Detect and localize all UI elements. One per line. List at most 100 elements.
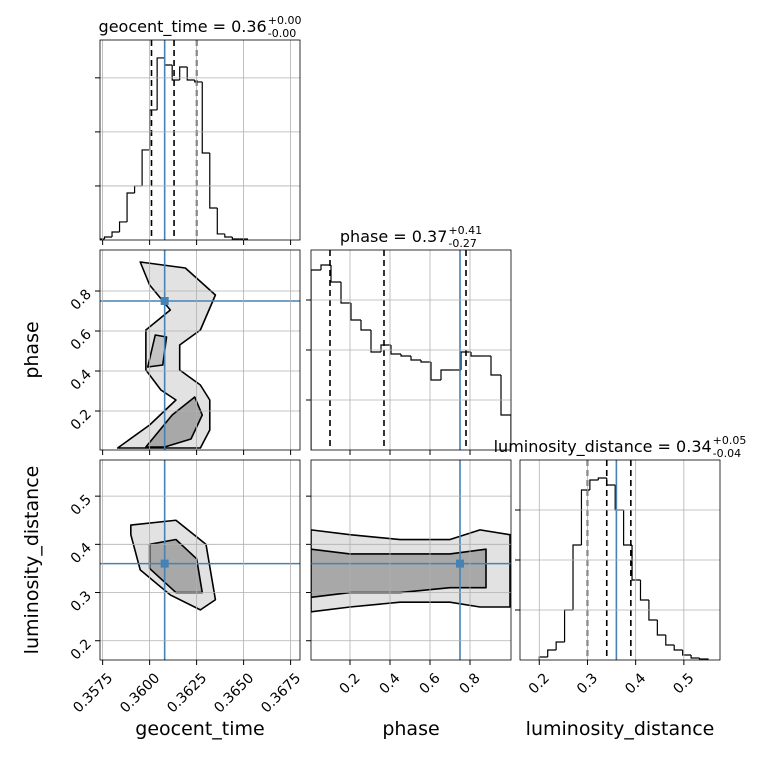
histogram-step — [698, 658, 709, 660]
panel-title: phase = 0.37 +0.41-0.27 — [340, 224, 482, 250]
y-tick-label: 0.4 — [68, 366, 95, 393]
x-tick-label: 0.3 — [574, 670, 601, 697]
histogram-step — [179, 66, 188, 80]
histogram-step — [555, 641, 565, 650]
histogram-step — [133, 185, 143, 193]
contour — [311, 548, 487, 599]
x-tick-label: 0.3600 — [117, 670, 163, 716]
histogram-step — [201, 81, 210, 154]
histogram-step — [400, 354, 411, 357]
histogram-step — [665, 635, 675, 646]
y-tick-label: 0.8 — [68, 287, 95, 314]
x-tick-label: 0.3650 — [211, 670, 257, 716]
histogram-step — [224, 233, 233, 238]
histogram-step — [311, 269, 321, 450]
histogram-step — [126, 192, 135, 222]
title-text: phase = 0.37 — [340, 227, 447, 246]
histogram-step — [164, 57, 173, 66]
plot-area — [100, 40, 248, 240]
x-tick-label: 0.2 — [526, 670, 553, 697]
plot-area — [100, 250, 300, 450]
panel: 0.2 0.4 0.6 0.8 phase — [21, 249, 301, 455]
x-tick-label: 0.4 — [622, 670, 649, 697]
x-tick-label: 0.3625 — [164, 670, 210, 716]
histogram-step — [460, 351, 471, 370]
histogram-step — [209, 152, 218, 209]
x-axis-label: luminosity_distance — [526, 718, 715, 740]
histogram-step — [656, 620, 666, 636]
x-axis-label: geocent_time — [135, 718, 264, 740]
panel-title: luminosity_distance = 0.34 +0.05-0.04 — [494, 434, 747, 460]
histogram-step — [420, 360, 431, 363]
histogram-step — [580, 489, 590, 545]
histogram-step — [410, 356, 421, 361]
truth-marker — [160, 297, 169, 305]
panel-frame — [99, 39, 301, 241]
histogram-step — [547, 649, 557, 657]
histogram-step — [320, 264, 331, 270]
histogram-step — [100, 238, 105, 240]
truth-marker — [160, 559, 169, 568]
y-tick-label: 0.3 — [68, 588, 95, 615]
histogram-step — [597, 477, 607, 480]
panel-title: geocent_time = 0.36 +0.00-0.00 — [99, 14, 302, 40]
panel-frame — [310, 459, 512, 661]
panel-frame — [99, 249, 301, 451]
histogram-step — [156, 57, 165, 110]
panel: geocent_time = 0.36 +0.00-0.00 — [95, 14, 301, 245]
histogram-step — [118, 221, 128, 232]
title-upper: +0.05 — [713, 434, 747, 447]
panel: 0.2 0.4 0.6 0.8 phase — [306, 459, 512, 740]
title-lower: -0.27 — [448, 237, 476, 250]
histogram-step — [690, 655, 700, 659]
histogram-step — [648, 600, 658, 621]
histogram-step — [390, 345, 401, 355]
histogram-step — [631, 545, 641, 581]
histogram-step — [682, 650, 692, 656]
y-tick-label: 0.2 — [68, 636, 95, 663]
title-lower: -0.04 — [713, 447, 741, 460]
histogram-step — [111, 231, 120, 237]
panel-frame — [99, 459, 301, 661]
truth-marker — [456, 559, 464, 568]
x-tick-label: 0.2 — [337, 670, 364, 697]
panel: phase = 0.37 +0.41-0.27 — [306, 224, 512, 455]
histogram-step — [340, 282, 351, 304]
histogram-step — [589, 479, 599, 490]
histogram-step — [380, 344, 391, 352]
histogram-step — [538, 656, 548, 660]
panel-frame — [310, 249, 512, 451]
histogram-step — [370, 330, 381, 353]
histogram-step — [572, 544, 582, 610]
title-upper: +0.00 — [268, 14, 302, 27]
panel: 0.3575 0.3600 0.3625 0.3650 0.3675 0.2 0.3 0.4 0… — [21, 459, 304, 740]
histogram-step — [171, 64, 180, 81]
x-axis-label: phase — [382, 718, 439, 740]
histogram-step — [440, 369, 451, 380]
y-tick-label: 0.6 — [68, 326, 95, 353]
x-tick-label: 0.3675 — [258, 670, 304, 716]
contour — [116, 261, 217, 449]
histogram-step — [216, 208, 225, 235]
y-axis-label: luminosity_distance — [21, 466, 43, 655]
histogram-step — [623, 510, 633, 546]
title-upper: +0.41 — [448, 224, 482, 237]
histogram-step — [470, 352, 481, 357]
histogram-step — [360, 320, 371, 331]
histogram-step — [563, 609, 574, 642]
contour — [146, 334, 168, 368]
title-text: geocent_time = 0.36 — [99, 17, 267, 37]
plot-area — [100, 460, 300, 660]
x-tick-label: 0.4 — [377, 670, 404, 697]
histogram-step — [141, 149, 150, 186]
histogram-step — [330, 265, 341, 283]
histogram-step — [606, 478, 616, 486]
x-tick-label: 0.5 — [670, 670, 697, 697]
panel: 0.2 0.3 0.4 0.5 luminosity_distance = 0.34 +0… — [494, 434, 747, 740]
title-lower: -0.00 — [268, 27, 296, 40]
x-tick-label: 0.8 — [457, 670, 484, 697]
histogram-step — [430, 362, 441, 381]
histogram-step — [500, 375, 511, 450]
x-tick-label: 0.3575 — [70, 670, 116, 716]
